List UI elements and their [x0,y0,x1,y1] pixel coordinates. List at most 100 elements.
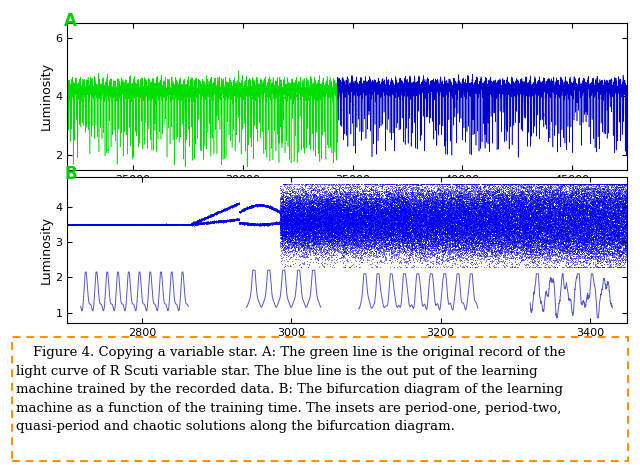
Point [547,230,557,238]
Point [339,217,349,224]
Point [518,247,529,255]
Point [187,220,197,228]
Point [511,180,522,187]
Point [449,245,459,252]
Point [89,220,99,228]
Point [534,201,545,208]
Point [502,187,513,194]
Point [356,221,367,229]
Point [254,221,264,228]
Point [475,183,485,190]
Point [502,225,512,232]
Point [276,213,287,220]
Point [586,192,596,199]
Point [459,235,469,243]
Point [294,219,304,227]
Point [573,224,583,231]
Point [541,191,551,199]
Point [558,206,568,213]
Point [577,201,587,209]
Point [402,180,412,187]
Point [561,229,571,237]
Point [512,263,522,270]
Point [529,188,540,196]
Point [544,220,554,227]
Point [280,211,291,219]
Point [502,234,513,242]
Point [238,219,248,226]
Point [156,220,166,228]
Point [240,205,250,213]
Point [596,232,606,239]
Point [308,217,318,224]
Point [472,210,483,217]
Point [420,252,430,259]
Point [442,205,452,212]
Point [339,220,349,228]
Point [420,196,431,203]
Point [577,202,588,209]
Point [378,219,388,226]
Point [357,251,367,259]
Point [510,221,520,229]
Point [518,222,528,230]
Point [547,218,557,226]
Point [399,212,409,219]
Point [202,220,212,227]
Point [465,189,475,197]
Point [522,263,532,271]
Point [405,218,415,225]
Point [174,220,184,228]
Point [460,223,470,230]
Point [399,201,409,208]
Point [616,206,627,213]
Point [479,232,490,239]
Point [418,206,428,214]
Point [587,241,597,248]
Point [261,202,271,210]
Point [425,203,435,210]
Point [209,211,219,218]
Point [621,221,632,229]
Point [449,238,460,246]
Point [279,224,289,232]
Point [573,218,584,225]
Point [314,208,324,215]
Point [525,230,535,238]
Point [274,220,284,227]
Point [389,206,399,214]
Point [301,200,312,207]
Point [279,203,289,211]
Point [379,201,389,208]
Point [149,221,159,228]
Point [561,198,572,205]
Point [335,223,345,230]
Point [470,202,480,210]
Point [363,232,373,239]
Point [426,244,436,251]
Point [377,185,387,192]
Point [594,195,604,202]
Point [311,221,321,229]
Point [543,236,554,244]
Point [312,213,323,220]
Point [303,215,313,222]
Point [310,230,321,237]
Point [219,218,229,226]
Point [611,221,621,228]
Point [384,221,394,228]
Point [542,253,552,260]
Point [358,239,369,246]
Point [527,195,538,203]
Point [392,250,403,258]
Point [608,211,618,218]
Point [403,207,413,214]
Point [550,221,561,229]
Point [614,185,625,193]
Point [488,208,499,216]
Point [336,213,346,220]
Point [414,220,424,227]
Point [301,230,311,238]
Point [493,202,503,209]
Point [243,204,253,211]
